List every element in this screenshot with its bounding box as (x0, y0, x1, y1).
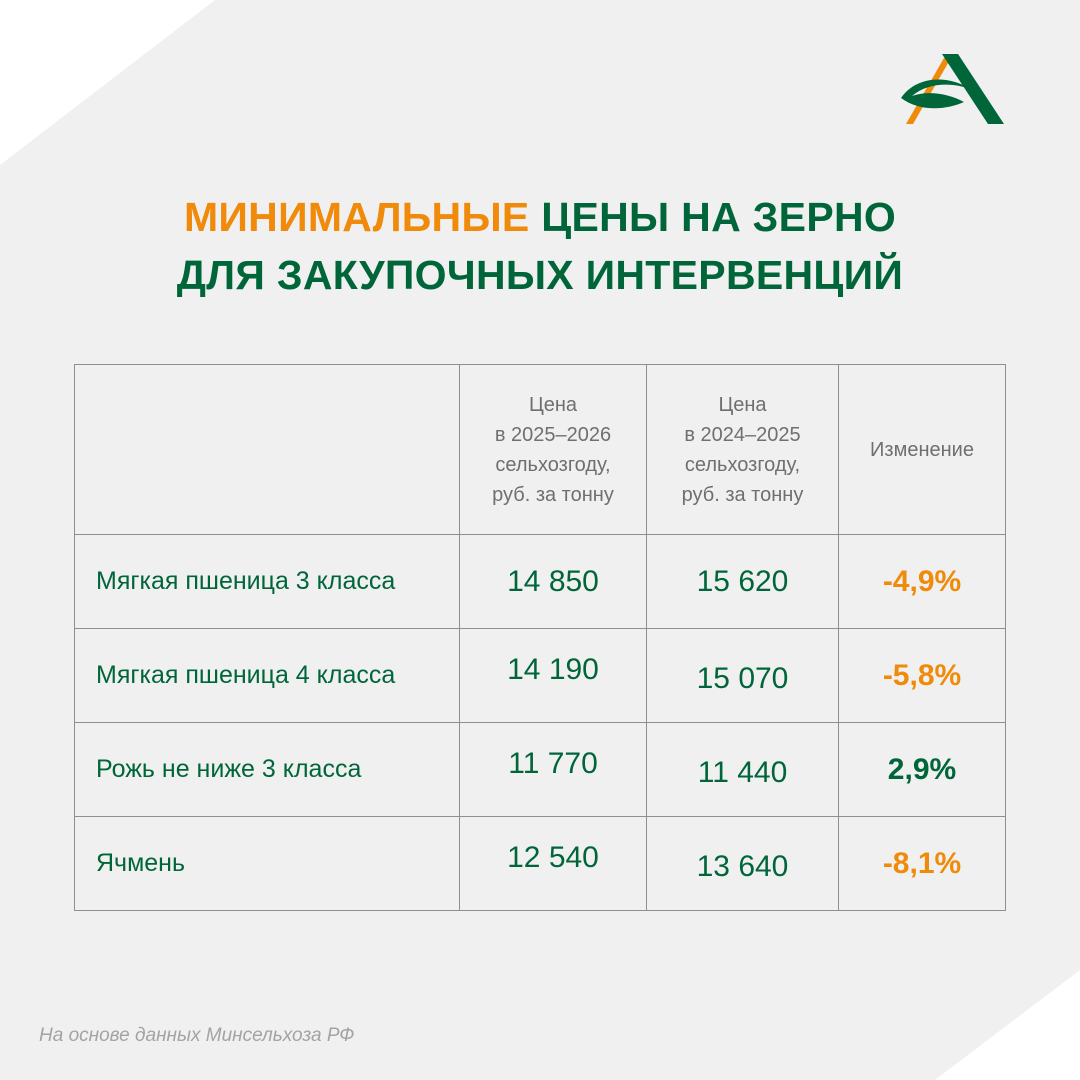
grain-name: Рожь не ниже 3 класса (74, 722, 460, 817)
price-change: -8,1% (838, 816, 1006, 911)
price-2024-2025: 13 640 (646, 816, 839, 911)
price-2024-2025-value: 11 440 (697, 755, 788, 789)
grain-name: Мягкая пшеница 3 класса (74, 534, 460, 629)
price-2025-2026: 14 850 (459, 534, 647, 629)
table-row: Ячмень 12 540 13 640 -8,1% (74, 816, 1006, 911)
grain-name: Ячмень (74, 816, 460, 911)
logo-icon (901, 54, 1004, 124)
price-2025-2026-value: 14 190 (507, 652, 599, 686)
price-2025-2026: 14 190 (459, 628, 647, 723)
price-2024-2025: 15 070 (646, 628, 839, 723)
price-2025-2026-value: 14 850 (507, 564, 599, 598)
header-change: Изменение (838, 364, 1006, 535)
header-price-2024-2025: Цена в 2024–2025 сельхозгоду, руб. за то… (646, 364, 839, 535)
price-change: -5,8% (838, 628, 1006, 723)
header-price-2025-2026: Цена в 2025–2026 сельхозгоду, руб. за то… (459, 364, 647, 535)
table-row: Рожь не ниже 3 класса 11 770 11 440 2,9% (74, 722, 1006, 817)
title-accent-word: МИНИМАЛЬНЫЕ (183, 194, 530, 240)
table-header-row: Цена в 2025–2026 сельхозгоду, руб. за то… (74, 364, 1006, 535)
page-title: МИНИМАЛЬНЫЕ ЦЕНЫ НА ЗЕРНО ДЛЯ ЗАКУПОЧНЫХ… (0, 188, 1080, 304)
price-2024-2025-value: 15 070 (696, 661, 789, 695)
title-line-2: ДЛЯ ЗАКУПОЧНЫХ ИНТЕРВЕНЦИЙ (176, 252, 904, 298)
price-2024-2025: 15 620 (646, 534, 839, 629)
price-2025-2026: 12 540 (459, 816, 647, 911)
price-2024-2025-value: 13 640 (696, 849, 789, 883)
price-2025-2026: 11 770 (459, 722, 647, 817)
title-line-1-rest: ЦЕНЫ НА ЗЕРНО (529, 194, 897, 240)
source-footnote: На основе данных Минсельхоза РФ (39, 1025, 355, 1046)
table-row: Мягкая пшеница 4 класса 14 190 15 070 -5… (74, 628, 1006, 723)
price-change: 2,9% (838, 722, 1006, 817)
decorative-corner-top-left (0, 0, 215, 165)
price-2024-2025: 11 440 (646, 722, 839, 817)
price-change: -4,9% (838, 534, 1006, 629)
title-line-1: МИНИМАЛЬНЫЕ ЦЕНЫ НА ЗЕРНО (0, 188, 1080, 246)
price-2024-2025-value: 15 620 (696, 564, 789, 598)
header-empty (74, 364, 460, 535)
price-2025-2026-value: 11 770 (508, 746, 598, 780)
price-2025-2026-value: 12 540 (507, 840, 599, 874)
decorative-corner-bottom-right (935, 970, 1080, 1080)
table-row: Мягкая пшеница 3 класса 14 850 15 620 -4… (74, 534, 1006, 629)
prices-table: Цена в 2025–2026 сельхозгоду, руб. за то… (74, 364, 1006, 911)
grain-name: Мягкая пшеница 4 класса (74, 628, 460, 723)
